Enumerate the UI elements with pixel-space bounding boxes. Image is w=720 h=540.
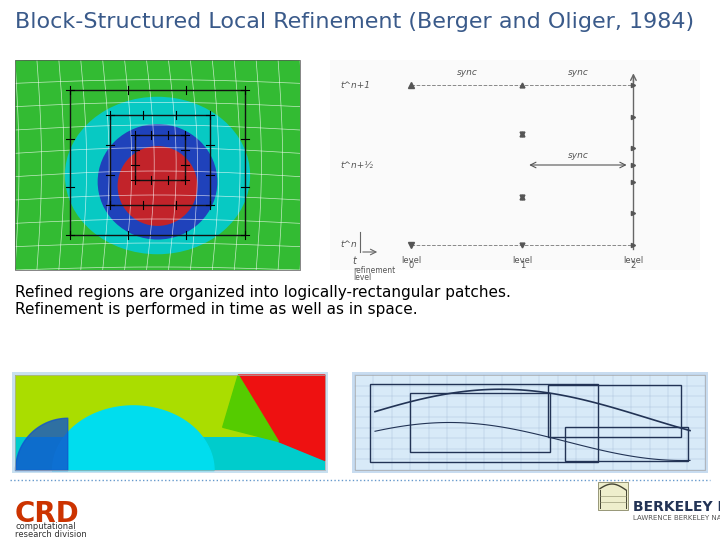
Text: t^n+½: t^n+½ bbox=[340, 160, 373, 170]
Bar bbox=[15, 60, 300, 270]
Bar bbox=[355, 375, 705, 470]
Bar bbox=[70, 90, 245, 235]
Text: CRD: CRD bbox=[15, 500, 80, 528]
Polygon shape bbox=[238, 375, 325, 461]
Text: 0: 0 bbox=[409, 261, 414, 270]
Bar bbox=[15, 375, 325, 470]
Bar bbox=[370, 384, 598, 462]
Text: level: level bbox=[401, 256, 421, 265]
Bar bbox=[12, 372, 328, 473]
Text: t: t bbox=[352, 256, 356, 266]
Bar bbox=[15, 375, 325, 470]
Bar bbox=[15, 60, 300, 270]
Text: level: level bbox=[512, 256, 533, 265]
Bar bbox=[565, 427, 688, 461]
Bar bbox=[355, 375, 705, 470]
Text: research division: research division bbox=[15, 530, 86, 539]
Text: 2: 2 bbox=[631, 261, 636, 270]
Bar bbox=[15, 375, 325, 437]
Text: computational: computational bbox=[15, 522, 76, 531]
Ellipse shape bbox=[65, 97, 250, 254]
Text: LAWRENCE BERKELEY NATIONAL LABORATORY: LAWRENCE BERKELEY NATIONAL LABORATORY bbox=[633, 515, 720, 521]
Text: Refined regions are organized into logically-rectangular patches.: Refined regions are organized into logic… bbox=[15, 285, 511, 300]
Ellipse shape bbox=[117, 146, 197, 226]
Bar bbox=[135, 135, 185, 180]
Bar bbox=[410, 393, 550, 452]
Text: sync: sync bbox=[567, 151, 588, 160]
Bar bbox=[547, 384, 680, 437]
Text: refinement: refinement bbox=[353, 266, 395, 275]
Text: sync: sync bbox=[567, 68, 588, 77]
Bar bbox=[598, 482, 628, 510]
Text: t^n+1: t^n+1 bbox=[340, 80, 370, 90]
Text: level: level bbox=[353, 273, 372, 282]
Bar bbox=[330, 60, 700, 270]
Polygon shape bbox=[222, 375, 279, 442]
Text: sync: sync bbox=[456, 68, 477, 77]
Text: Refinement is performed in time as well as in space.: Refinement is performed in time as well … bbox=[15, 302, 418, 317]
Ellipse shape bbox=[98, 124, 217, 240]
Text: 1: 1 bbox=[520, 261, 525, 270]
Text: t^n: t^n bbox=[340, 240, 356, 249]
Bar bbox=[352, 372, 708, 473]
Bar bbox=[110, 115, 210, 205]
Text: Block-Structured Local Refinement (Berger and Oliger, 1984): Block-Structured Local Refinement (Berge… bbox=[15, 12, 694, 32]
Text: level: level bbox=[624, 256, 644, 265]
Text: BERKELEY LAB: BERKELEY LAB bbox=[633, 500, 720, 514]
